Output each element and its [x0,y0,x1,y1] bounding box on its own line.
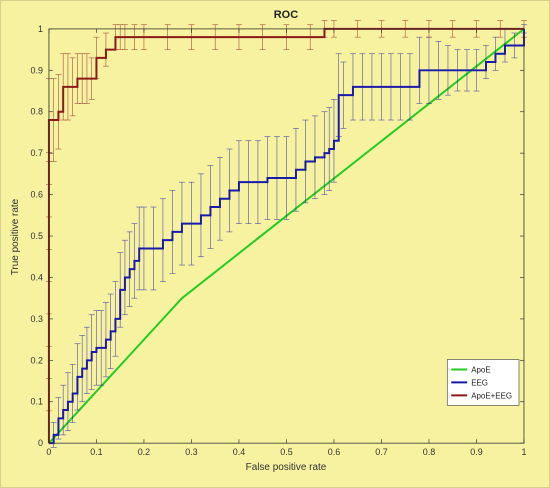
y-tick-label: 0.1 [31,397,43,407]
series-line [48,28,525,445]
x-tick-label: 0.5 [280,447,292,457]
x-tick-label: 0.6 [328,447,340,457]
y-tick-label: 0.3 [31,314,43,324]
y-tick-label: 0.4 [31,272,43,282]
x-tick-label: 0.8 [423,447,435,457]
y-tick-label: 0.9 [31,65,43,75]
y-axis-label: True positive rate [10,198,21,275]
y-tick-label: 0.2 [31,355,43,365]
legend: ApoE EEG ApoE+EEG [446,359,520,406]
x-axis-label: False positive rate [246,462,327,473]
y-tick-label: 0.6 [31,190,43,200]
x-tick-label: 0.1 [90,447,102,457]
plot-area [45,20,527,448]
x-tick-label: 0.2 [138,447,150,457]
chart-title: ROC [274,9,298,21]
y-tick-label: 1 [38,24,43,34]
x-tick-label: 0.7 [375,447,387,457]
y-tick-label: 0 [38,438,43,448]
y-tick-label: 0.5 [31,231,43,241]
x-tick-label: 1 [521,447,526,457]
x-tick-label: 0.3 [185,447,197,457]
axes: 0 0.1 0.2 0.3 0.4 0.5 0.6 0.7 0.8 0.9 1 0 0.1 0.2 0.3 0… [31,24,527,457]
y-tick-label: 0.7 [31,148,43,158]
x-tick-label: 0.4 [233,447,245,457]
x-tick-label: 0 [46,447,51,457]
legend-entry: EEG [471,378,488,387]
x-tick-label: 0.9 [470,447,482,457]
legend-entry: ApoE+EEG [471,391,512,400]
legend-entry: ApoE [471,365,490,374]
y-tick-label: 0.8 [31,107,43,117]
series-eeg [48,24,527,448]
